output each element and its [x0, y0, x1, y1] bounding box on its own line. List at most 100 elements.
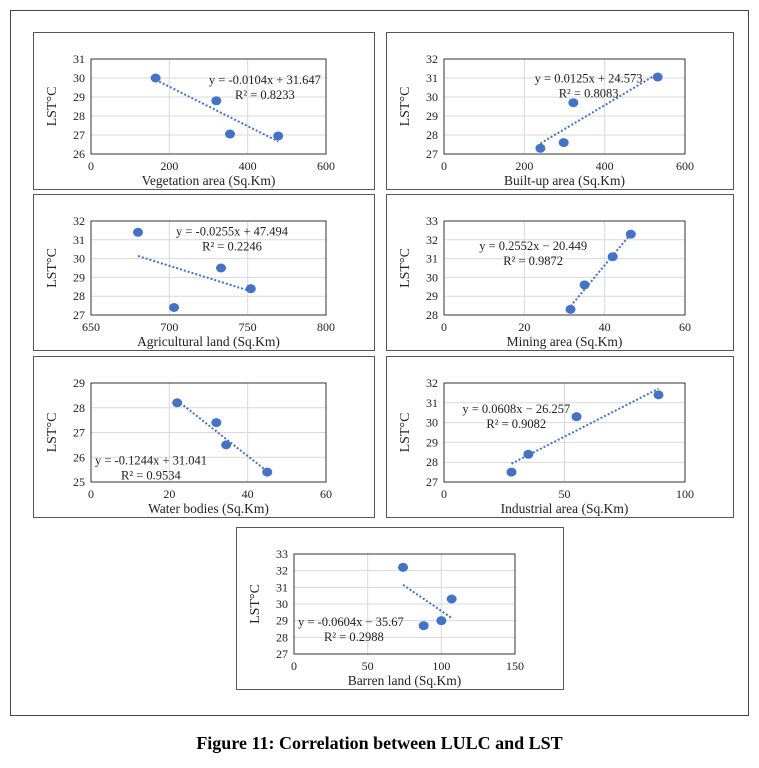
- y-tick-label: 29: [276, 614, 288, 628]
- scatter-chart-agricultural: 27 28 29 30 31 32 650 700 750 800 y = -0.0255x + 4…: [45, 214, 335, 349]
- x-axis-title: Mining area (Sq.Km): [507, 334, 623, 349]
- trendline-equation: y = 0.0608x − 26.257: [462, 402, 570, 416]
- y-tick-label: 32: [426, 52, 438, 66]
- y-tick-label: 29: [426, 289, 438, 303]
- y-tick-label: 29: [73, 90, 85, 104]
- chart-panel-water-bodies: 25 26 27 28 29 0 20 40 60 y = -0.1244x + 31.041 R²…: [33, 356, 375, 518]
- y-axis-title: LST°C: [398, 248, 413, 288]
- data-point: [625, 229, 636, 239]
- plot-area: [443, 220, 686, 316]
- data-point: [535, 143, 546, 153]
- y-tick-label: 29: [73, 270, 85, 284]
- figure-frame: [10, 10, 749, 716]
- x-tick-label: 50: [362, 659, 374, 673]
- y-tick-label: 33: [276, 547, 288, 561]
- chart-panel-vegetation: 26 27 28 29 30 31 0 200 400 600 y = -0.0104x + 31.…: [33, 32, 375, 190]
- trendline: [155, 78, 279, 143]
- scatter-chart-industrial: 27 28 29 30 31 32 0 50 100 y = 0.0608x − 26.257R²…: [398, 376, 694, 516]
- chart-panel-built-up: 27 28 29 30 31 32 0 200 400 600 y = 0.0125x + 24.5…: [386, 32, 734, 190]
- y-tick-label: 30: [426, 416, 438, 430]
- plot-area: [90, 382, 327, 483]
- trendline: [176, 399, 268, 473]
- data-point: [418, 621, 429, 631]
- y-tick-label: 30: [276, 597, 288, 611]
- plot-area: [90, 58, 327, 155]
- y-tick-label: 31: [426, 396, 438, 410]
- scatter-chart-built-up: 27 28 29 30 31 32 0 200 400 600 y = 0.0125x + 24.5…: [398, 52, 694, 188]
- y-tick-label: 31: [73, 233, 85, 247]
- data-point: [133, 227, 143, 237]
- y-tick-label: 27: [73, 308, 85, 322]
- chart-panel-agricultural: 27 28 29 30 31 32 650 700 750 800 y = -0.0255x + 4…: [33, 194, 375, 351]
- data-point: [652, 72, 663, 82]
- plot-area: [293, 553, 516, 655]
- data-point: [506, 467, 517, 477]
- y-axis-title: LST°C: [398, 87, 413, 127]
- data-point: [398, 562, 409, 572]
- data-point: [571, 412, 582, 422]
- x-tick-label: 200: [515, 159, 533, 173]
- chart-panel-mining: 28 29 30 31 32 33 0 20 40 60 y = 0.2552x − 20.449 R…: [386, 194, 734, 351]
- y-axis-title: LST°C: [45, 87, 60, 127]
- trendline: [402, 583, 453, 619]
- x-tick-label: 600: [317, 159, 335, 173]
- y-tick-label: 26: [73, 450, 85, 464]
- trendline-equation: y = -0.0255x + 47.494: [176, 225, 289, 239]
- y-tick-label: 28: [73, 109, 85, 123]
- x-tick-label: 0: [441, 320, 447, 334]
- y-tick-label: 29: [73, 376, 85, 390]
- data-point: [565, 304, 576, 314]
- trendline-equation: y = -0.0604x − 35.67: [298, 615, 404, 629]
- scatter-chart-vegetation: 26 27 28 29 30 31 0 200 400 600 y = -0.0104x + 31.…: [45, 52, 335, 188]
- y-tick-label: 30: [73, 71, 85, 85]
- trendline: [511, 387, 659, 465]
- x-tick-label: 100: [676, 487, 694, 501]
- y-tick-label: 28: [426, 455, 438, 469]
- data-point: [169, 302, 180, 312]
- y-tick-label: 30: [426, 90, 438, 104]
- x-tick-label: 800: [317, 320, 335, 334]
- r-squared-label: R² = 0.9534: [121, 468, 182, 482]
- x-tick-label: 0: [88, 487, 94, 501]
- chart-panel-barren: 27 28 29 30 31 32 33 0 50 100 150 y = -0.0604x − 35…: [236, 527, 564, 690]
- y-tick-label: 25: [73, 475, 85, 489]
- x-axis-title: Built-up area (Sq.Km): [504, 173, 625, 188]
- data-point: [150, 73, 161, 83]
- x-tick-label: 650: [82, 320, 100, 334]
- x-tick-label: 60: [679, 320, 691, 334]
- data-point: [225, 129, 236, 139]
- x-tick-label: 100: [432, 659, 450, 673]
- y-tick-label: 28: [426, 308, 438, 322]
- data-point: [245, 284, 256, 294]
- r-squared-label: R² = 0.2246: [202, 240, 262, 254]
- x-axis-title: Industrial area (Sq.Km): [501, 501, 629, 516]
- data-point: [446, 594, 457, 604]
- y-tick-label: 26: [73, 147, 85, 161]
- y-axis-title: LST°C: [45, 248, 60, 288]
- y-tick-label: 28: [426, 128, 438, 142]
- x-tick-label: 60: [320, 487, 332, 501]
- x-axis-title: Barren land (Sq.Km): [348, 673, 462, 688]
- y-tick-label: 31: [73, 52, 85, 66]
- y-tick-label: 27: [276, 647, 288, 661]
- data-point: [172, 398, 183, 408]
- x-axis-title: Agricultural land (Sq.Km): [137, 334, 280, 349]
- x-tick-label: 400: [596, 159, 614, 173]
- y-tick-label: 28: [73, 289, 85, 303]
- trendline-equation: y = -0.0104x + 31.647: [209, 73, 321, 87]
- data-point: [579, 280, 590, 290]
- x-axis-title: Vegetation area (Sq.Km): [142, 173, 276, 188]
- y-tick-label: 30: [426, 270, 438, 284]
- x-tick-label: 700: [160, 320, 178, 334]
- data-point: [221, 440, 232, 450]
- y-tick-label: 27: [426, 475, 438, 489]
- x-tick-label: 40: [599, 320, 611, 334]
- data-point: [211, 96, 222, 106]
- y-axis-title: LST°C: [398, 413, 413, 453]
- data-point: [568, 98, 579, 108]
- x-tick-label: 0: [441, 159, 447, 173]
- x-tick-label: 0: [291, 659, 297, 673]
- x-tick-label: 400: [239, 159, 257, 173]
- scatter-chart-water-bodies: 25 26 27 28 29 0 20 40 60 y = -0.1244x + 31.041R²…: [45, 376, 332, 516]
- x-tick-label: 40: [242, 487, 254, 501]
